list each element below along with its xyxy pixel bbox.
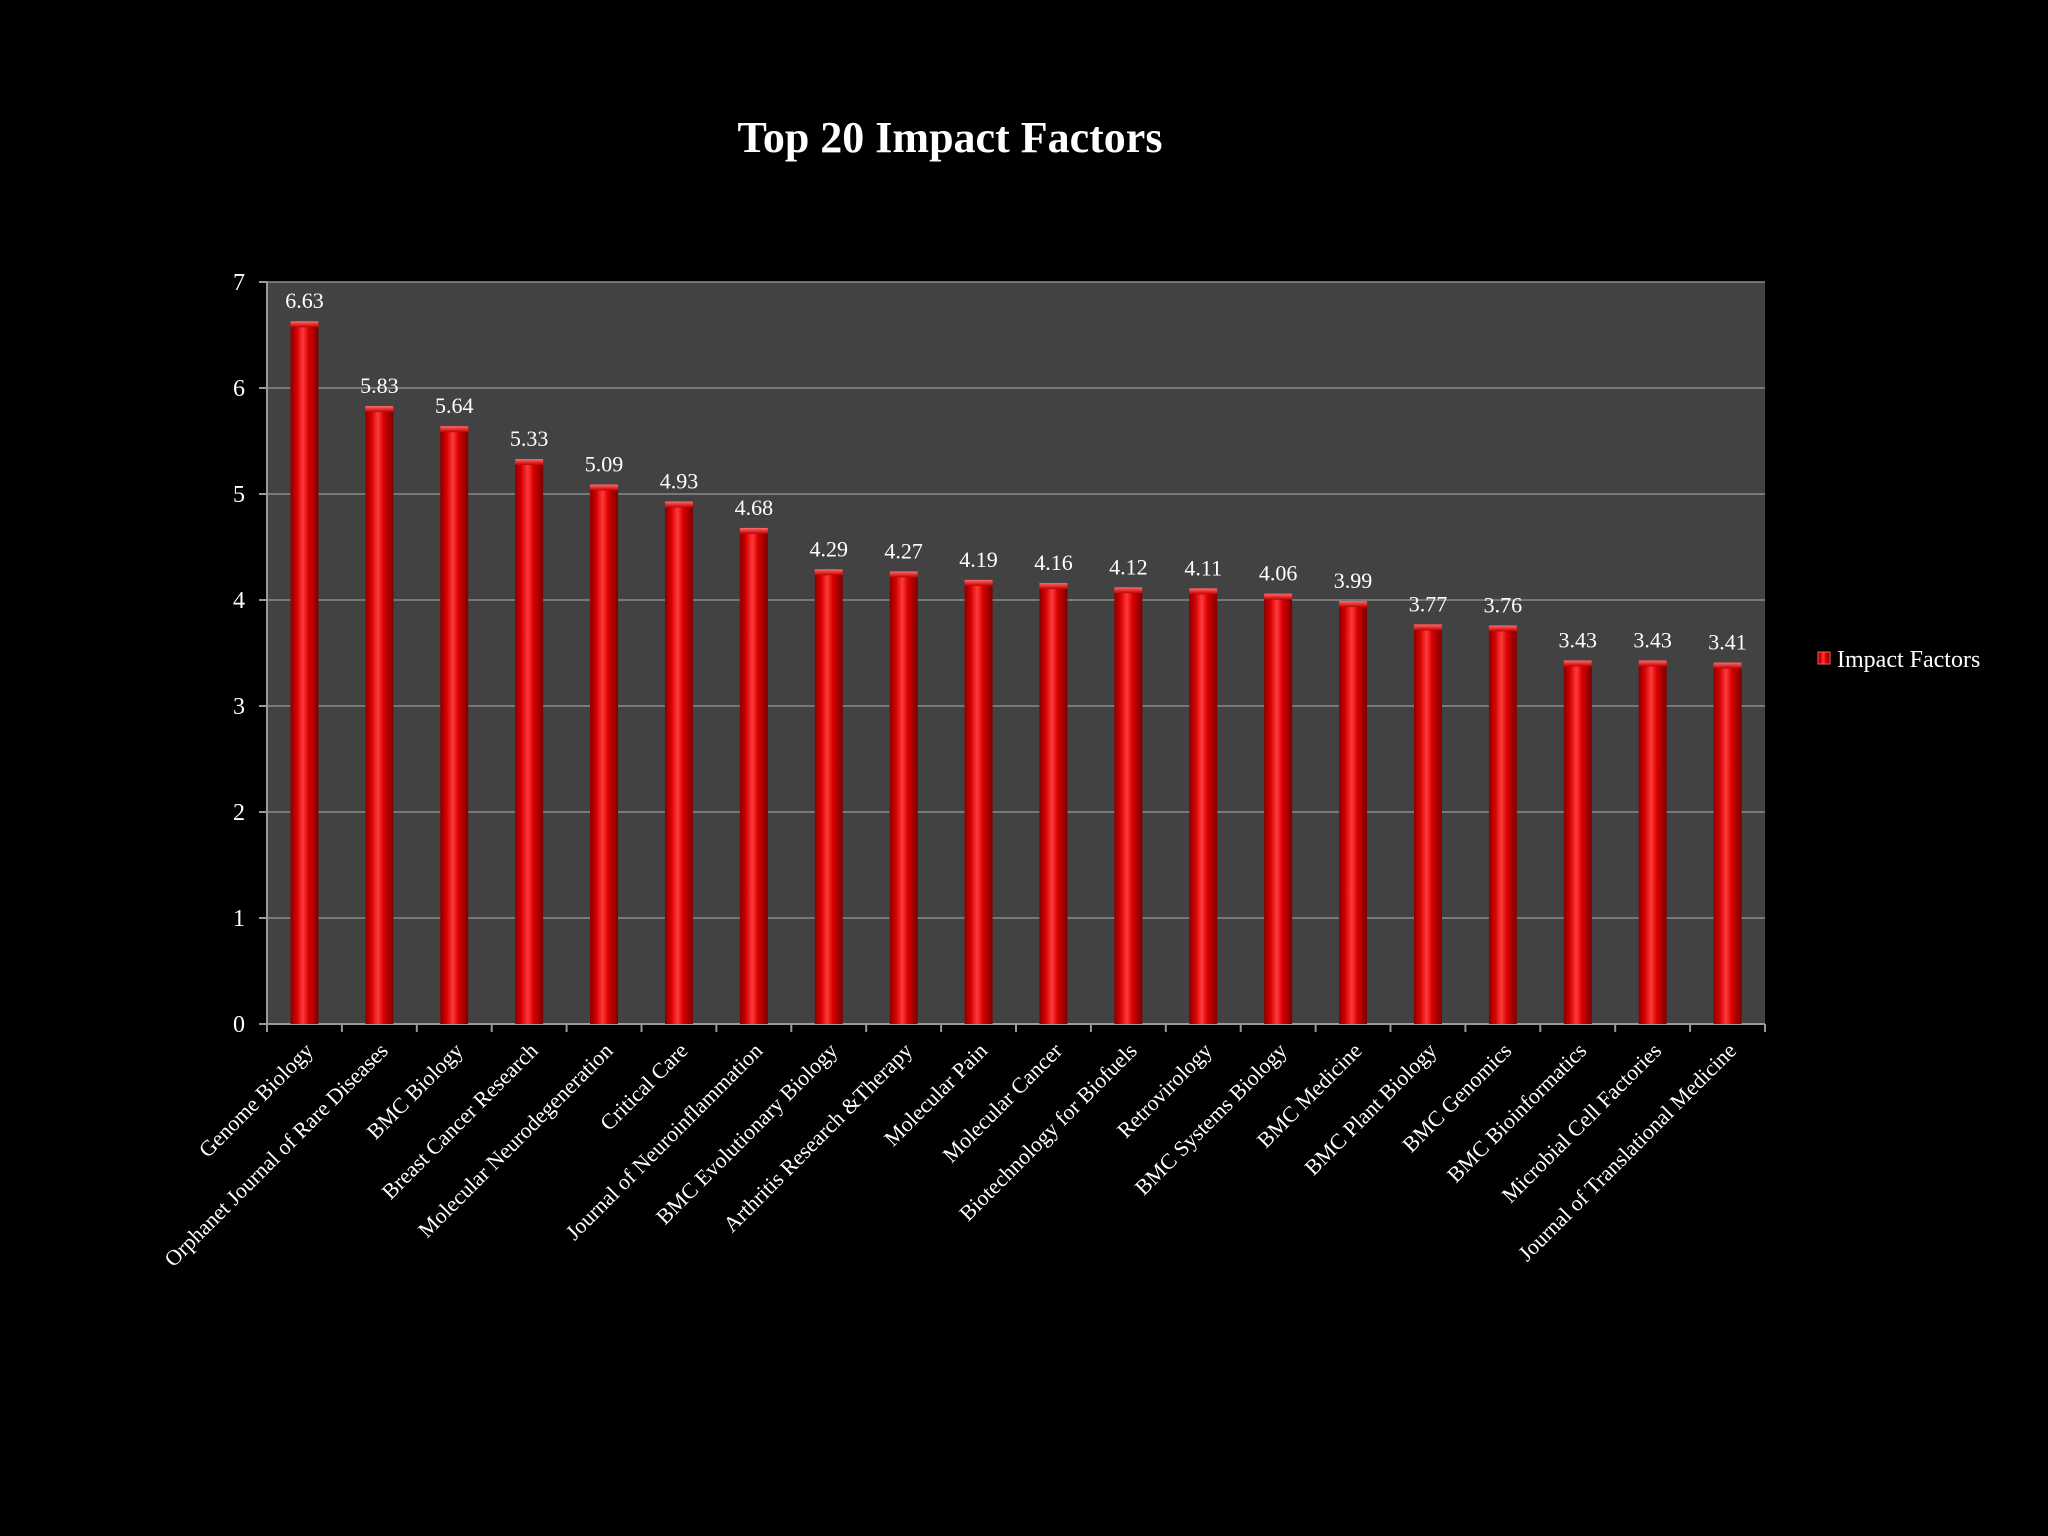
bar (1488, 625, 1517, 1024)
data-label: 3.77 (1409, 591, 1448, 616)
data-label: 5.33 (510, 426, 549, 451)
bar (1413, 624, 1442, 1024)
bar (1638, 660, 1667, 1024)
bar (814, 569, 843, 1024)
bar-cap (290, 321, 319, 328)
bar (1339, 601, 1368, 1024)
plot-area (267, 282, 1765, 1024)
bar-cap (1189, 588, 1218, 595)
bar-cap (1339, 601, 1368, 608)
bar-cap (1114, 587, 1143, 594)
bar-cap (889, 571, 918, 578)
data-label: 4.68 (735, 495, 774, 520)
y-tick-label: 1 (233, 906, 245, 932)
data-label: 4.93 (660, 468, 699, 493)
bar (964, 579, 993, 1024)
data-label: 3.43 (1559, 627, 1598, 652)
bar-cap (440, 426, 469, 433)
bar-cap (1488, 625, 1517, 632)
y-tick-label: 5 (233, 482, 245, 508)
bar (440, 426, 469, 1024)
data-label: 5.09 (585, 451, 624, 476)
bar-cap (1713, 662, 1742, 669)
x-tick-label: BMC Bioinformatics (1442, 1038, 1591, 1187)
bar-cap (664, 501, 693, 508)
bar (290, 321, 319, 1025)
y-tick-label: 4 (233, 588, 245, 614)
data-label: 4.16 (1034, 550, 1073, 575)
y-tick-label: 7 (233, 270, 245, 296)
bar (1039, 583, 1068, 1024)
bar (1713, 662, 1742, 1024)
x-tick-label: BMC Plant Biology (1299, 1038, 1441, 1180)
data-label: 5.83 (360, 373, 399, 398)
data-label: 4.19 (959, 547, 998, 572)
bar (590, 484, 619, 1025)
y-tick-label: 2 (233, 800, 245, 826)
bar (1114, 587, 1143, 1024)
data-label: 4.27 (884, 538, 923, 563)
chart-title: Top 20 Impact Factors (738, 113, 1163, 162)
bar (1563, 660, 1592, 1024)
bar (1189, 588, 1218, 1024)
bar-cap (739, 527, 768, 534)
y-tick-labels: 0 1 2 3 4 5 6 7 (233, 270, 245, 1038)
data-label: 3.99 (1334, 568, 1373, 593)
data-label: 5.64 (435, 393, 474, 418)
bar (1264, 593, 1293, 1024)
bars (290, 321, 1742, 1025)
data-label: 4.11 (1184, 555, 1222, 580)
bar-cap (1413, 624, 1442, 631)
bar-cap (515, 459, 544, 466)
legend-swatch (1817, 651, 1831, 665)
legend: Impact Factors (1817, 647, 1980, 673)
bar-cap (1563, 660, 1592, 667)
data-label: 3.41 (1708, 630, 1747, 655)
y-tick-label: 6 (233, 376, 245, 402)
bar (365, 406, 394, 1024)
bar (739, 527, 768, 1024)
y-tick-label: 3 (233, 694, 245, 720)
bar-cap (365, 406, 394, 413)
bar-cap (964, 579, 993, 586)
bar (515, 459, 544, 1024)
legend-label: Impact Factors (1837, 647, 1980, 673)
data-label: 4.29 (810, 536, 849, 561)
data-label: 4.06 (1259, 561, 1298, 586)
bar-cap (590, 484, 619, 491)
bar-cap (814, 569, 843, 576)
bar-cap (1264, 593, 1293, 600)
y-tick-label: 0 (233, 1012, 245, 1038)
bar-cap (1039, 583, 1068, 590)
data-label: 6.63 (285, 288, 324, 313)
data-labels: 6.63 5.83 5.64 5.33 5.09 4.93 4.68 4.29 4.27 4.19… (285, 288, 1747, 654)
data-label: 3.43 (1633, 627, 1672, 652)
data-label: 3.76 (1484, 592, 1523, 617)
data-label: 4.12 (1109, 554, 1148, 579)
bar-cap (1638, 660, 1667, 667)
bar (889, 571, 918, 1024)
bar (664, 501, 693, 1024)
